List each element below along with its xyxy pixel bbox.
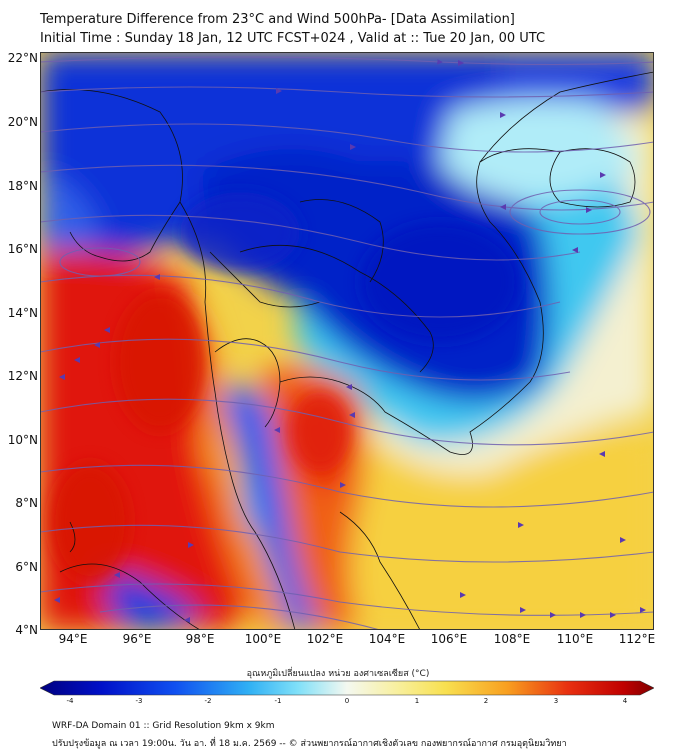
lat-label-14n: 14°N (7, 306, 38, 320)
title-line-1: Temperature Difference from 23°C and Win… (40, 12, 515, 27)
colorbar-tick-m3: -3 (135, 697, 143, 705)
colorbar-tick-4: 4 (622, 697, 628, 705)
lon-label-102e: 102°E (306, 632, 344, 646)
lat-label-22n: 22°N (7, 51, 38, 65)
colorbar-tick-3: 3 (553, 697, 559, 705)
colorbar-title: อุณหภูมิเปลี่ยนแปลง หน่วย องศาเซลเซียส (… (246, 669, 430, 679)
lat-label-4n: 4°N (15, 623, 38, 637)
lon-label-94e: 94°E (58, 632, 88, 646)
lat-label-8n: 8°N (15, 496, 38, 510)
wind-arrows (54, 60, 646, 623)
map-frame (40, 52, 654, 630)
lon-label-98e: 98°E (185, 632, 215, 646)
lon-label-100e: 100°E (244, 632, 282, 646)
colorbar (40, 680, 654, 696)
lon-label-108e: 108°E (493, 632, 531, 646)
lat-label-10n: 10°N (7, 433, 38, 447)
map-title: Temperature Difference from 23°C and Win… (40, 10, 545, 48)
temperature-wind-map (40, 52, 654, 630)
lon-label-112e: 112°E (618, 632, 656, 646)
lon-label-106e: 106°E (430, 632, 468, 646)
colorbar-tick-m2: -2 (204, 697, 212, 705)
lat-label-20n: 20°N (7, 115, 38, 129)
lat-label-12n: 12°N (7, 369, 38, 383)
colorbar-tick-0: 0 (344, 697, 350, 705)
footer-credit: ปรับปรุงข้อมูล ณ เวลา 19:00น. วัน อา. ที… (52, 739, 567, 749)
footer-model-info: WRF-DA Domain 01 :: Grid Resolution 9km … (52, 721, 275, 731)
lon-label-96e: 96°E (122, 632, 152, 646)
temperature-field (40, 52, 654, 630)
colorbar-tick-m1: -1 (274, 697, 282, 705)
lat-label-16n: 16°N (7, 242, 38, 256)
lat-label-18n: 18°N (7, 179, 38, 193)
lon-label-104e: 104°E (368, 632, 406, 646)
title-line-2: Initial Time : Sunday 18 Jan, 12 UTC FCS… (40, 31, 546, 46)
colorbar-tick-m4: -4 (66, 697, 74, 705)
lon-label-110e: 110°E (556, 632, 594, 646)
colorbar-tick-1: 1 (414, 697, 420, 705)
lat-label-6n: 6°N (15, 560, 38, 574)
colorbar-tick-2: 2 (483, 697, 489, 705)
